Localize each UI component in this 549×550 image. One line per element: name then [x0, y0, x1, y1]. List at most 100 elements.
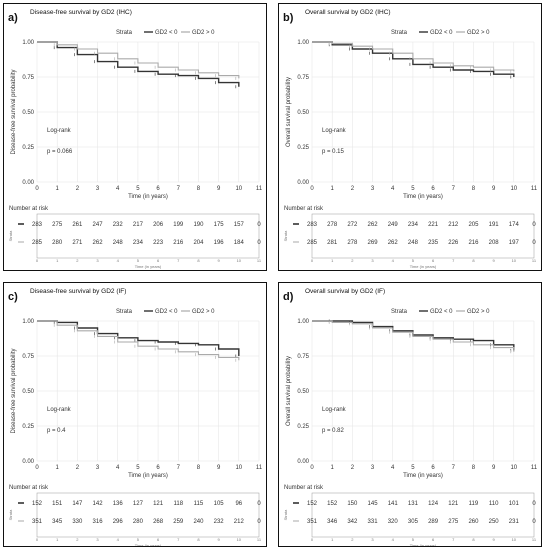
- panel-a: a) Disease-free survival by GD2 (IHC) Stra…: [3, 3, 267, 271]
- p-value: p = 0.82: [322, 428, 345, 434]
- x-tick-label: 3: [371, 186, 375, 192]
- risk-value-pos: 231: [509, 519, 520, 525]
- x-tick-label: 5: [136, 186, 140, 192]
- risk-value-neg: 275: [52, 222, 63, 228]
- chart-title: Overall survival by GD2 (IF): [305, 288, 385, 295]
- risk-x-tick: 5: [137, 537, 140, 542]
- risk-value-neg: 124: [428, 501, 439, 507]
- logrank-label: Log-rank: [322, 128, 347, 134]
- risk-x-tick: 10: [237, 537, 242, 542]
- x-tick-label: 10: [510, 186, 517, 192]
- x-tick-label: 9: [492, 465, 496, 471]
- x-tick-label: 6: [431, 186, 435, 192]
- risk-value-neg: 221: [428, 222, 439, 228]
- risk-value-neg: 283: [32, 222, 43, 228]
- risk-value-neg: 150: [347, 501, 358, 507]
- risk-value-neg: 115: [194, 501, 204, 507]
- risk-value-neg: 127: [133, 501, 144, 507]
- risk-x-tick: 11: [532, 258, 537, 263]
- risk-title: Number at risk: [284, 485, 324, 491]
- panel-d: d) Overall survival by GD2 (IF) Strata GD2 …: [278, 282, 542, 547]
- risk-table-frame: [36, 492, 260, 538]
- risk-x-tick: 7: [452, 258, 455, 263]
- x-tick-label: 4: [391, 465, 395, 471]
- risk-x-tick: 9: [218, 537, 221, 542]
- series-line-neg: [37, 41, 240, 87]
- y-tick-label: 0.75: [22, 354, 34, 360]
- y-axis-label: Overall survival probability: [286, 77, 292, 147]
- risk-x-tick: 9: [493, 537, 496, 542]
- y-axis-label: Overall survival probability: [286, 356, 292, 426]
- y-tick-label: 1.00: [297, 40, 309, 46]
- risk-value-pos: 320: [388, 519, 399, 525]
- risk-x-tick: 1: [56, 258, 59, 263]
- risk-value-pos: 235: [428, 240, 439, 246]
- risk-x-tick: 5: [412, 537, 415, 542]
- x-tick-label: 6: [156, 465, 160, 471]
- risk-value-neg: 131: [408, 501, 419, 507]
- risk-value-pos: 212: [234, 519, 245, 525]
- y-axis-label: Disease-free survival probability: [11, 348, 17, 433]
- risk-value-neg: 141: [388, 501, 399, 507]
- legend-title: Strata: [116, 309, 133, 315]
- y-tick-label: 1.00: [22, 319, 34, 325]
- risk-x-tick: 1: [331, 537, 334, 542]
- p-value: p = 0.15: [322, 149, 345, 155]
- risk-value-neg: 147: [72, 501, 83, 507]
- x-tick-label: 1: [331, 465, 335, 471]
- p-value: p = 0.4: [47, 428, 66, 434]
- x-tick-label: 7: [177, 186, 181, 192]
- x-tick-label: 6: [156, 186, 160, 192]
- risk-value-pos: 0: [257, 240, 261, 246]
- x-axis-label: Time (in years): [403, 473, 443, 479]
- risk-x-tick: 1: [331, 258, 334, 263]
- x-tick-label: 4: [391, 186, 395, 192]
- risk-x-tick: 8: [472, 537, 475, 542]
- x-tick-label: 4: [116, 465, 120, 471]
- x-tick-label: 10: [235, 186, 242, 192]
- x-tick-label: 4: [116, 186, 120, 192]
- panel-c: c) Disease-free survival by GD2 (IF) Strat…: [3, 282, 267, 547]
- risk-value-pos: 223: [153, 240, 164, 246]
- risk-x-tick: 10: [237, 258, 242, 263]
- x-tick-label: 3: [96, 465, 100, 471]
- risk-value-pos: 296: [113, 519, 124, 525]
- risk-x-tick: 10: [512, 537, 517, 542]
- x-axis-label: Time (in years): [128, 473, 168, 479]
- risk-value-pos: 285: [307, 240, 318, 246]
- risk-value-pos: 184: [234, 240, 245, 246]
- panel-letter: a): [8, 12, 18, 24]
- risk-x-tick: 2: [351, 537, 354, 542]
- risk-value-neg: 247: [93, 222, 104, 228]
- x-tick-label: 3: [96, 186, 100, 192]
- x-tick-label: 8: [197, 186, 201, 192]
- y-tick-label: 0.00: [297, 180, 309, 186]
- risk-x-tick: 3: [371, 537, 374, 542]
- risk-value-neg: 151: [52, 501, 63, 507]
- legend-title: Strata: [116, 30, 133, 36]
- risk-value-neg: 261: [72, 222, 83, 228]
- risk-title: Number at risk: [9, 206, 49, 212]
- risk-value-pos: 0: [532, 519, 536, 525]
- risk-value-neg: 212: [448, 222, 459, 228]
- legend-label-neg: GD2 < 0: [155, 30, 178, 36]
- x-tick-label: 1: [56, 186, 60, 192]
- risk-value-neg: 152: [32, 501, 43, 507]
- risk-side-label: Strata: [283, 230, 288, 241]
- risk-x-tick: 0: [311, 258, 314, 263]
- risk-value-pos: 196: [214, 240, 225, 246]
- legend-label-neg: GD2 < 0: [430, 309, 453, 315]
- series-line-pos: [37, 320, 240, 361]
- x-tick-label: 8: [472, 465, 476, 471]
- risk-x-tick: 3: [371, 258, 374, 263]
- panel-letter: d): [283, 291, 294, 303]
- risk-value-neg: 205: [468, 222, 479, 228]
- risk-x-tick: 0: [311, 537, 314, 542]
- x-tick-label: 5: [411, 186, 415, 192]
- chart-svg: b) Overall survival by GD2 (IHC) Strata GD2…: [283, 9, 538, 269]
- risk-value-neg: 96: [235, 501, 242, 507]
- risk-x-label: Time (in years): [410, 543, 437, 546]
- risk-value-neg: 152: [307, 501, 318, 507]
- chart-svg: d) Overall survival by GD2 (IF) Strata GD2 …: [283, 288, 538, 546]
- y-axis-label: Disease-free survival probability: [11, 69, 17, 154]
